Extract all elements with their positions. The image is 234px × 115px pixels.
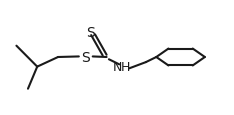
Text: N: N	[113, 61, 122, 73]
Text: S: S	[86, 26, 95, 40]
Text: H: H	[121, 61, 130, 73]
Text: S: S	[81, 51, 90, 64]
